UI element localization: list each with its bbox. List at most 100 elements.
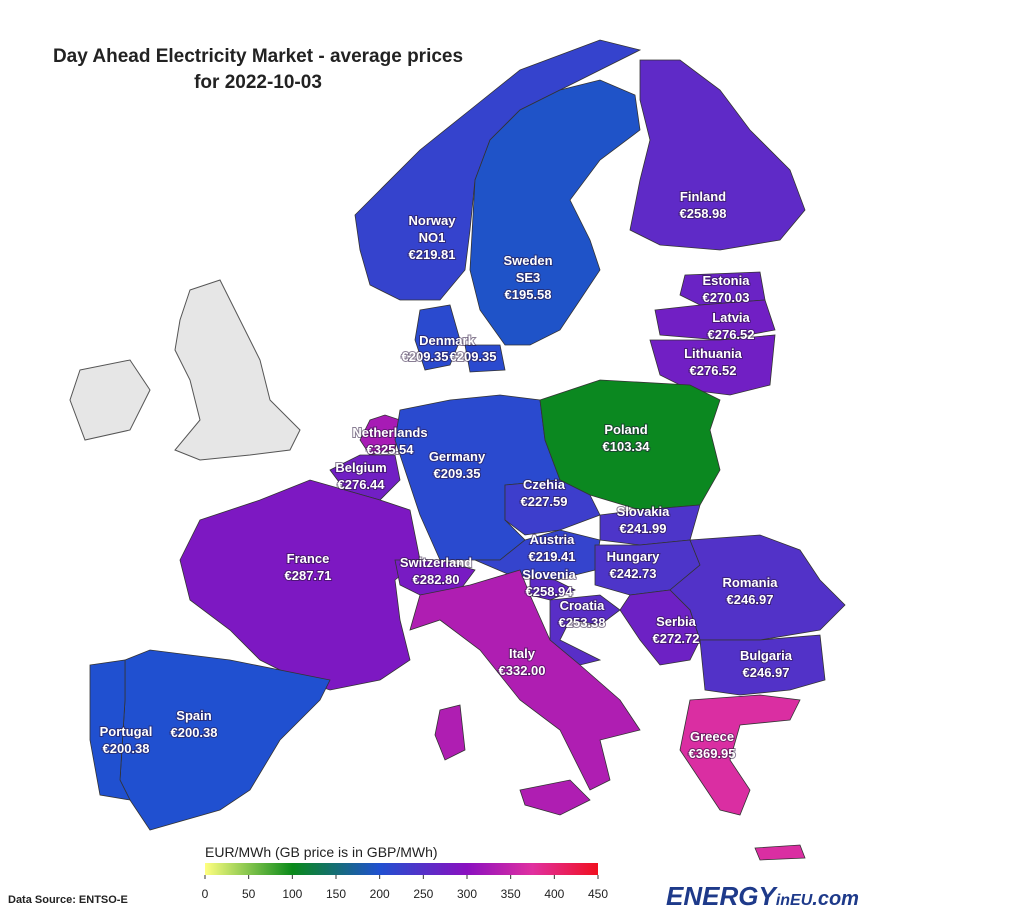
zone-name: SE3 [516, 270, 541, 285]
source: Data Source: ENTSO-E [8, 894, 128, 906]
price-label: €270.03 [703, 290, 750, 305]
price-label: €258.98 [680, 206, 727, 221]
region-name: Netherlands [352, 425, 427, 440]
region-name: Germany [429, 449, 486, 464]
brand: ENERGYinEU.com [666, 881, 859, 911]
brand-part: ENERGY [666, 881, 778, 911]
colorbar-tick-label: 400 [544, 887, 564, 901]
non-market-land [69, 279, 301, 461]
region [649, 334, 776, 396]
colorbar-tick-label: 100 [282, 887, 302, 901]
region [754, 844, 806, 861]
region-name: Austria [530, 532, 576, 547]
region-name: Italy [509, 646, 536, 661]
price-label: €332.00 [499, 663, 546, 678]
region [679, 694, 801, 816]
regions [89, 39, 846, 861]
region-name: Belgium [335, 460, 386, 475]
colorbar [205, 863, 598, 875]
price-label: €241.99 [620, 521, 667, 536]
price-label: €258.94 [526, 584, 574, 599]
brand-part: .com [812, 888, 859, 910]
region-name: Hungary [607, 549, 661, 564]
title: Day Ahead Electricity Market - average p… [53, 46, 463, 67]
region-name: Sweden [503, 253, 552, 268]
price-label: €253.38 [559, 615, 606, 630]
price-label: €227.59 [521, 494, 568, 509]
region-name: Bulgaria [740, 648, 793, 663]
region [179, 479, 421, 691]
region [669, 534, 846, 641]
region-name: Croatia [560, 598, 606, 613]
region-name: Greece [690, 729, 734, 744]
colorbar-tick-label: 350 [501, 887, 521, 901]
region-name: Portugal [100, 724, 153, 739]
colorbar-tick-label: 50 [242, 887, 256, 901]
brand-part: inEU [776, 892, 813, 909]
price-label: €325.54 [367, 442, 415, 457]
price-label: €209.35 [402, 349, 449, 364]
region [89, 659, 131, 801]
subtitle: for 2022-10-03 [194, 72, 322, 93]
region [654, 299, 776, 341]
region-name: Spain [176, 708, 211, 723]
ireland [69, 359, 151, 441]
region [539, 379, 721, 511]
region [409, 569, 641, 791]
colorbar-tick-label: 200 [370, 887, 390, 901]
price-label: €282.80 [413, 572, 460, 587]
region-name: Switzerland [400, 555, 472, 570]
region [414, 304, 461, 371]
region [119, 649, 331, 831]
region-name: Slovenia [522, 567, 576, 582]
region-name: Serbia [656, 614, 697, 629]
colorbar-tick-label: 300 [457, 887, 477, 901]
price-label: €246.97 [743, 665, 790, 680]
region [629, 59, 806, 251]
great-britain [174, 279, 301, 461]
region-name: France [287, 551, 330, 566]
region [619, 589, 701, 666]
region-name: Poland [604, 422, 647, 437]
region [469, 79, 641, 346]
price-label: €287.71 [285, 568, 332, 583]
legend-title: EUR/MWh (GB price is in GBP/MWh) [205, 844, 438, 860]
colorbar-ticks: 0 50 100 150 200 250 300 350 400 450 [202, 875, 608, 901]
zone-name: NO1 [419, 230, 446, 245]
region-name: Latvia [712, 310, 750, 325]
price-label: €200.38 [171, 725, 218, 740]
region-name: Finland [680, 189, 726, 204]
colorbar-tick-label: 150 [326, 887, 346, 901]
region-name: Norway [409, 213, 457, 228]
price-label: €209.35 [434, 466, 481, 481]
labels: Norway NO1 €219.81 Sweden SE3 €195.58 Finland €… [99, 188, 794, 762]
region [504, 479, 601, 536]
price-label: €276.52 [708, 327, 755, 342]
colorbar-tick-label: 0 [202, 887, 209, 901]
region [529, 577, 576, 601]
region [434, 704, 466, 761]
price-label: €209.35 [450, 349, 497, 364]
price-label: €242.73 [610, 566, 657, 581]
price-label: €276.44 [338, 477, 386, 492]
region [474, 529, 601, 581]
region-name: Denmark [419, 333, 475, 348]
region-name: Estonia [703, 273, 751, 288]
price-label: €103.34 [603, 439, 651, 454]
price-label: €272.72 [653, 631, 700, 646]
region-name: Lithuania [684, 346, 743, 361]
price-label: €200.38 [103, 741, 150, 756]
region [464, 344, 506, 373]
price-label: €219.81 [409, 247, 456, 262]
colorbar-tick-label: 250 [413, 887, 433, 901]
price-label: €195.58 [505, 287, 552, 302]
colorbar-tick-label: 450 [588, 887, 608, 901]
region [699, 634, 826, 696]
region-name: Romania [723, 575, 779, 590]
region-name: Czehia [523, 477, 566, 492]
price-label: €246.97 [727, 592, 774, 607]
price-label: €369.95 [689, 746, 736, 761]
price-label: €219.41 [529, 549, 576, 564]
region [519, 779, 591, 816]
